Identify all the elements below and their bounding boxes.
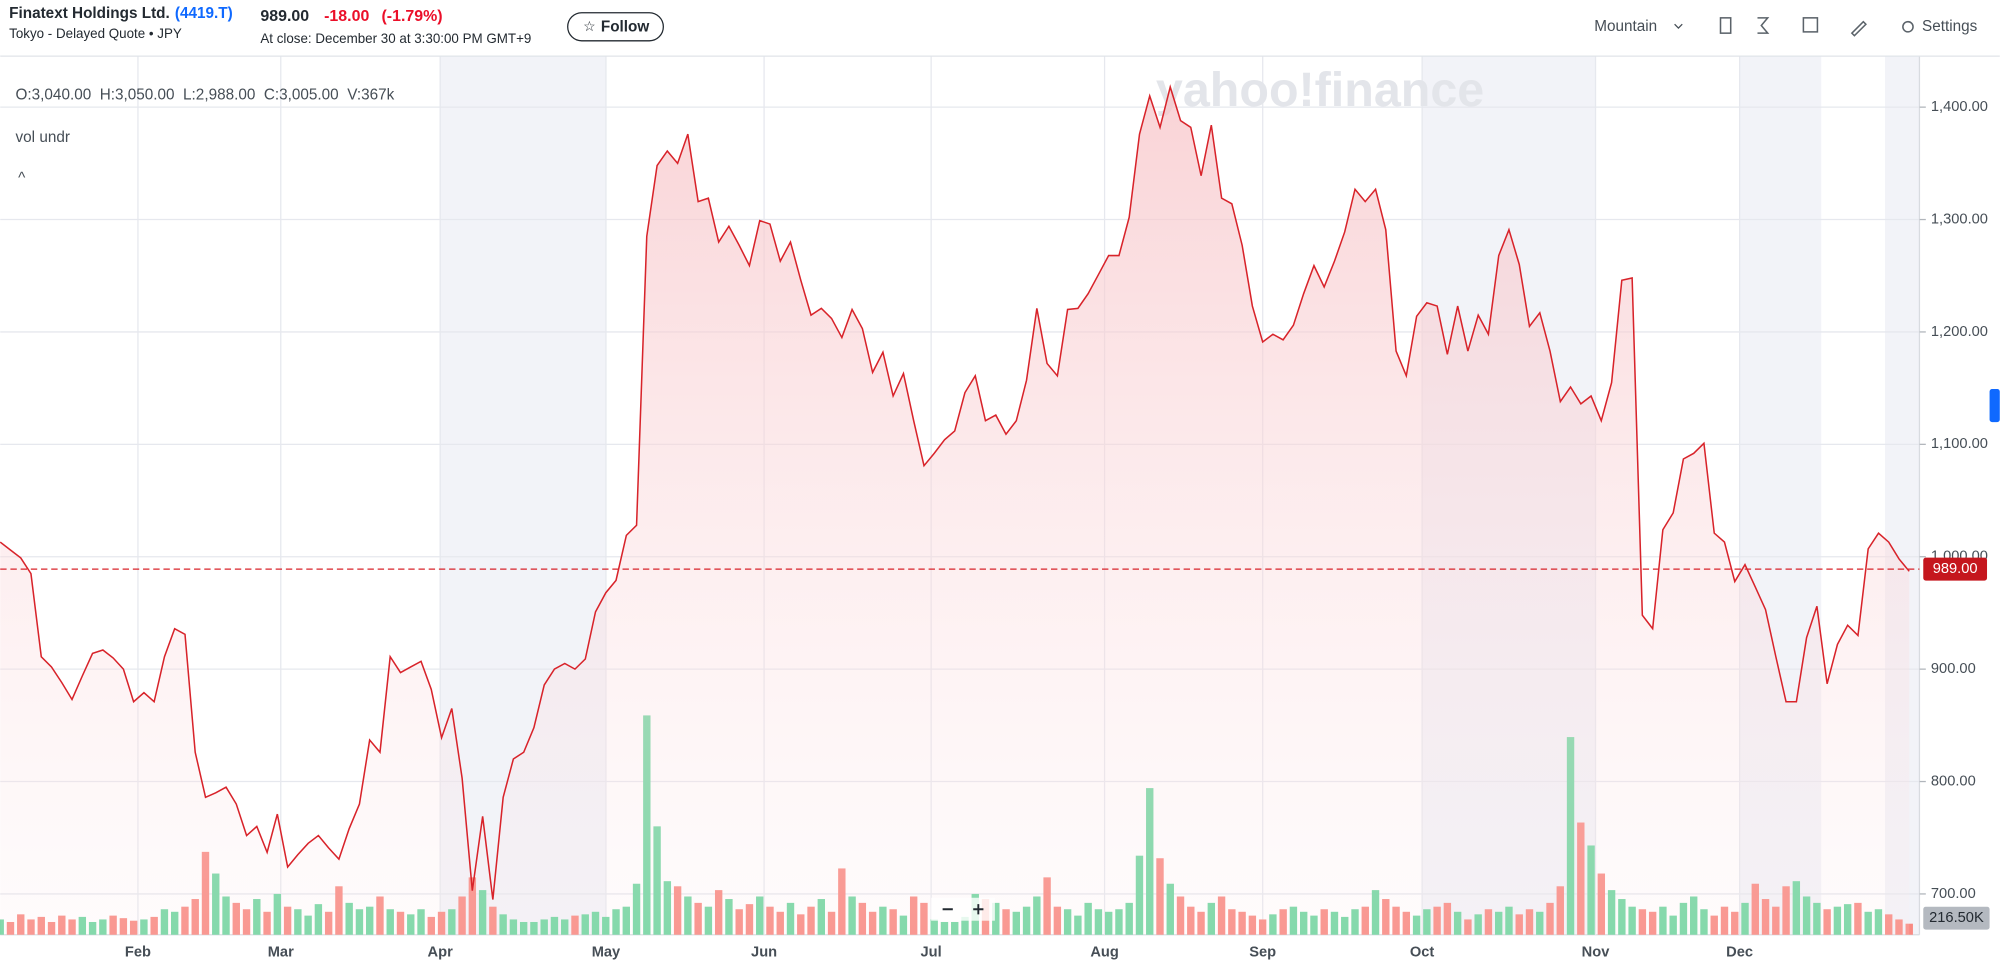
x-tick-label: Nov: [1582, 944, 1611, 960]
zoom-bg: [931, 897, 995, 921]
y-tick-label: 1,400.00: [1931, 99, 1988, 115]
exchange: Tokyo - Delayed Quote • JPY: [9, 26, 182, 41]
zoom-icons[interactable]: [942, 904, 984, 915]
y-tick-label: 700.00: [1931, 886, 1976, 902]
x-tick-label: Feb: [125, 944, 151, 960]
collapse[interactable]: ^: [18, 170, 26, 187]
chevron: [1674, 23, 1683, 29]
x-tick-label: Aug: [1090, 944, 1119, 960]
price: 989.00: [260, 8, 309, 25]
indicator-icon[interactable]: [1757, 17, 1770, 34]
compare-icon[interactable]: [1719, 17, 1732, 34]
settings[interactable]: Settings: [1922, 18, 1978, 35]
volume-tag: [1923, 906, 1990, 930]
chart-style-menu[interactable]: Mountain: [1594, 18, 1683, 35]
y-tick-label: 800.00: [1931, 773, 1976, 789]
company-name: Finatext Holdings Ltd.: [9, 5, 170, 22]
x-tick-label: May: [592, 944, 621, 960]
gear-icon[interactable]: [1902, 20, 1914, 33]
x-tick-label: Sep: [1249, 944, 1276, 960]
side-tab[interactable]: [1989, 388, 2000, 423]
area-fill: [0, 86, 1910, 935]
indicator-label: vol undr: [16, 129, 70, 146]
y-tick-label: 1,300.00: [1931, 211, 1988, 227]
volume-label: 216.50K: [1929, 910, 1984, 926]
zoom-controls[interactable]: [931, 897, 995, 921]
follow-label[interactable]: Follow: [601, 18, 650, 35]
y-tick-label: 900.00: [1931, 661, 1976, 677]
y-tick-label: 1,200.00: [1931, 324, 1988, 340]
change: -18.00: [324, 8, 369, 25]
draw-icon[interactable]: [1850, 20, 1867, 37]
change-pct: (-1.79%): [382, 8, 443, 25]
follow-button[interactable]: ☆ Follow: [567, 12, 664, 42]
x-tick-label: Jun: [751, 944, 777, 960]
price-line: [0, 84, 1910, 900]
last-price-label: 989.00: [1933, 561, 1978, 577]
ticker: (4419.T): [175, 5, 233, 22]
last-price-tag: [1923, 557, 1988, 581]
ohlc: O:3,040.00 H:3,050.00 L:2,988.00 C:3,005…: [16, 87, 395, 104]
x-tick-label: Jul: [921, 944, 942, 960]
x-tick-label: Dec: [1726, 944, 1753, 960]
x-tick-label: Oct: [1410, 944, 1435, 960]
toolbar-icons[interactable]: [1719, 17, 1914, 37]
y-tick-label: 1,100.00: [1931, 436, 1988, 452]
watermark: yahoo!finance: [1156, 63, 1484, 117]
x-tick-label: Apr: [428, 944, 454, 960]
plot: Feb Mar Apr May Jun Jul Aug Sep Oct Nov Dec 700.00 8…: [0, 84, 1990, 960]
chart-style[interactable]: Mountain: [1594, 18, 1657, 35]
star-icon: ☆: [583, 18, 596, 34]
calendar-icon[interactable]: [1802, 17, 1819, 33]
follow-outline: [567, 12, 664, 42]
x-tick-label: Mar: [268, 944, 294, 960]
close-time: At close: December 30 at 3:30:00 PM GMT+…: [260, 31, 531, 46]
